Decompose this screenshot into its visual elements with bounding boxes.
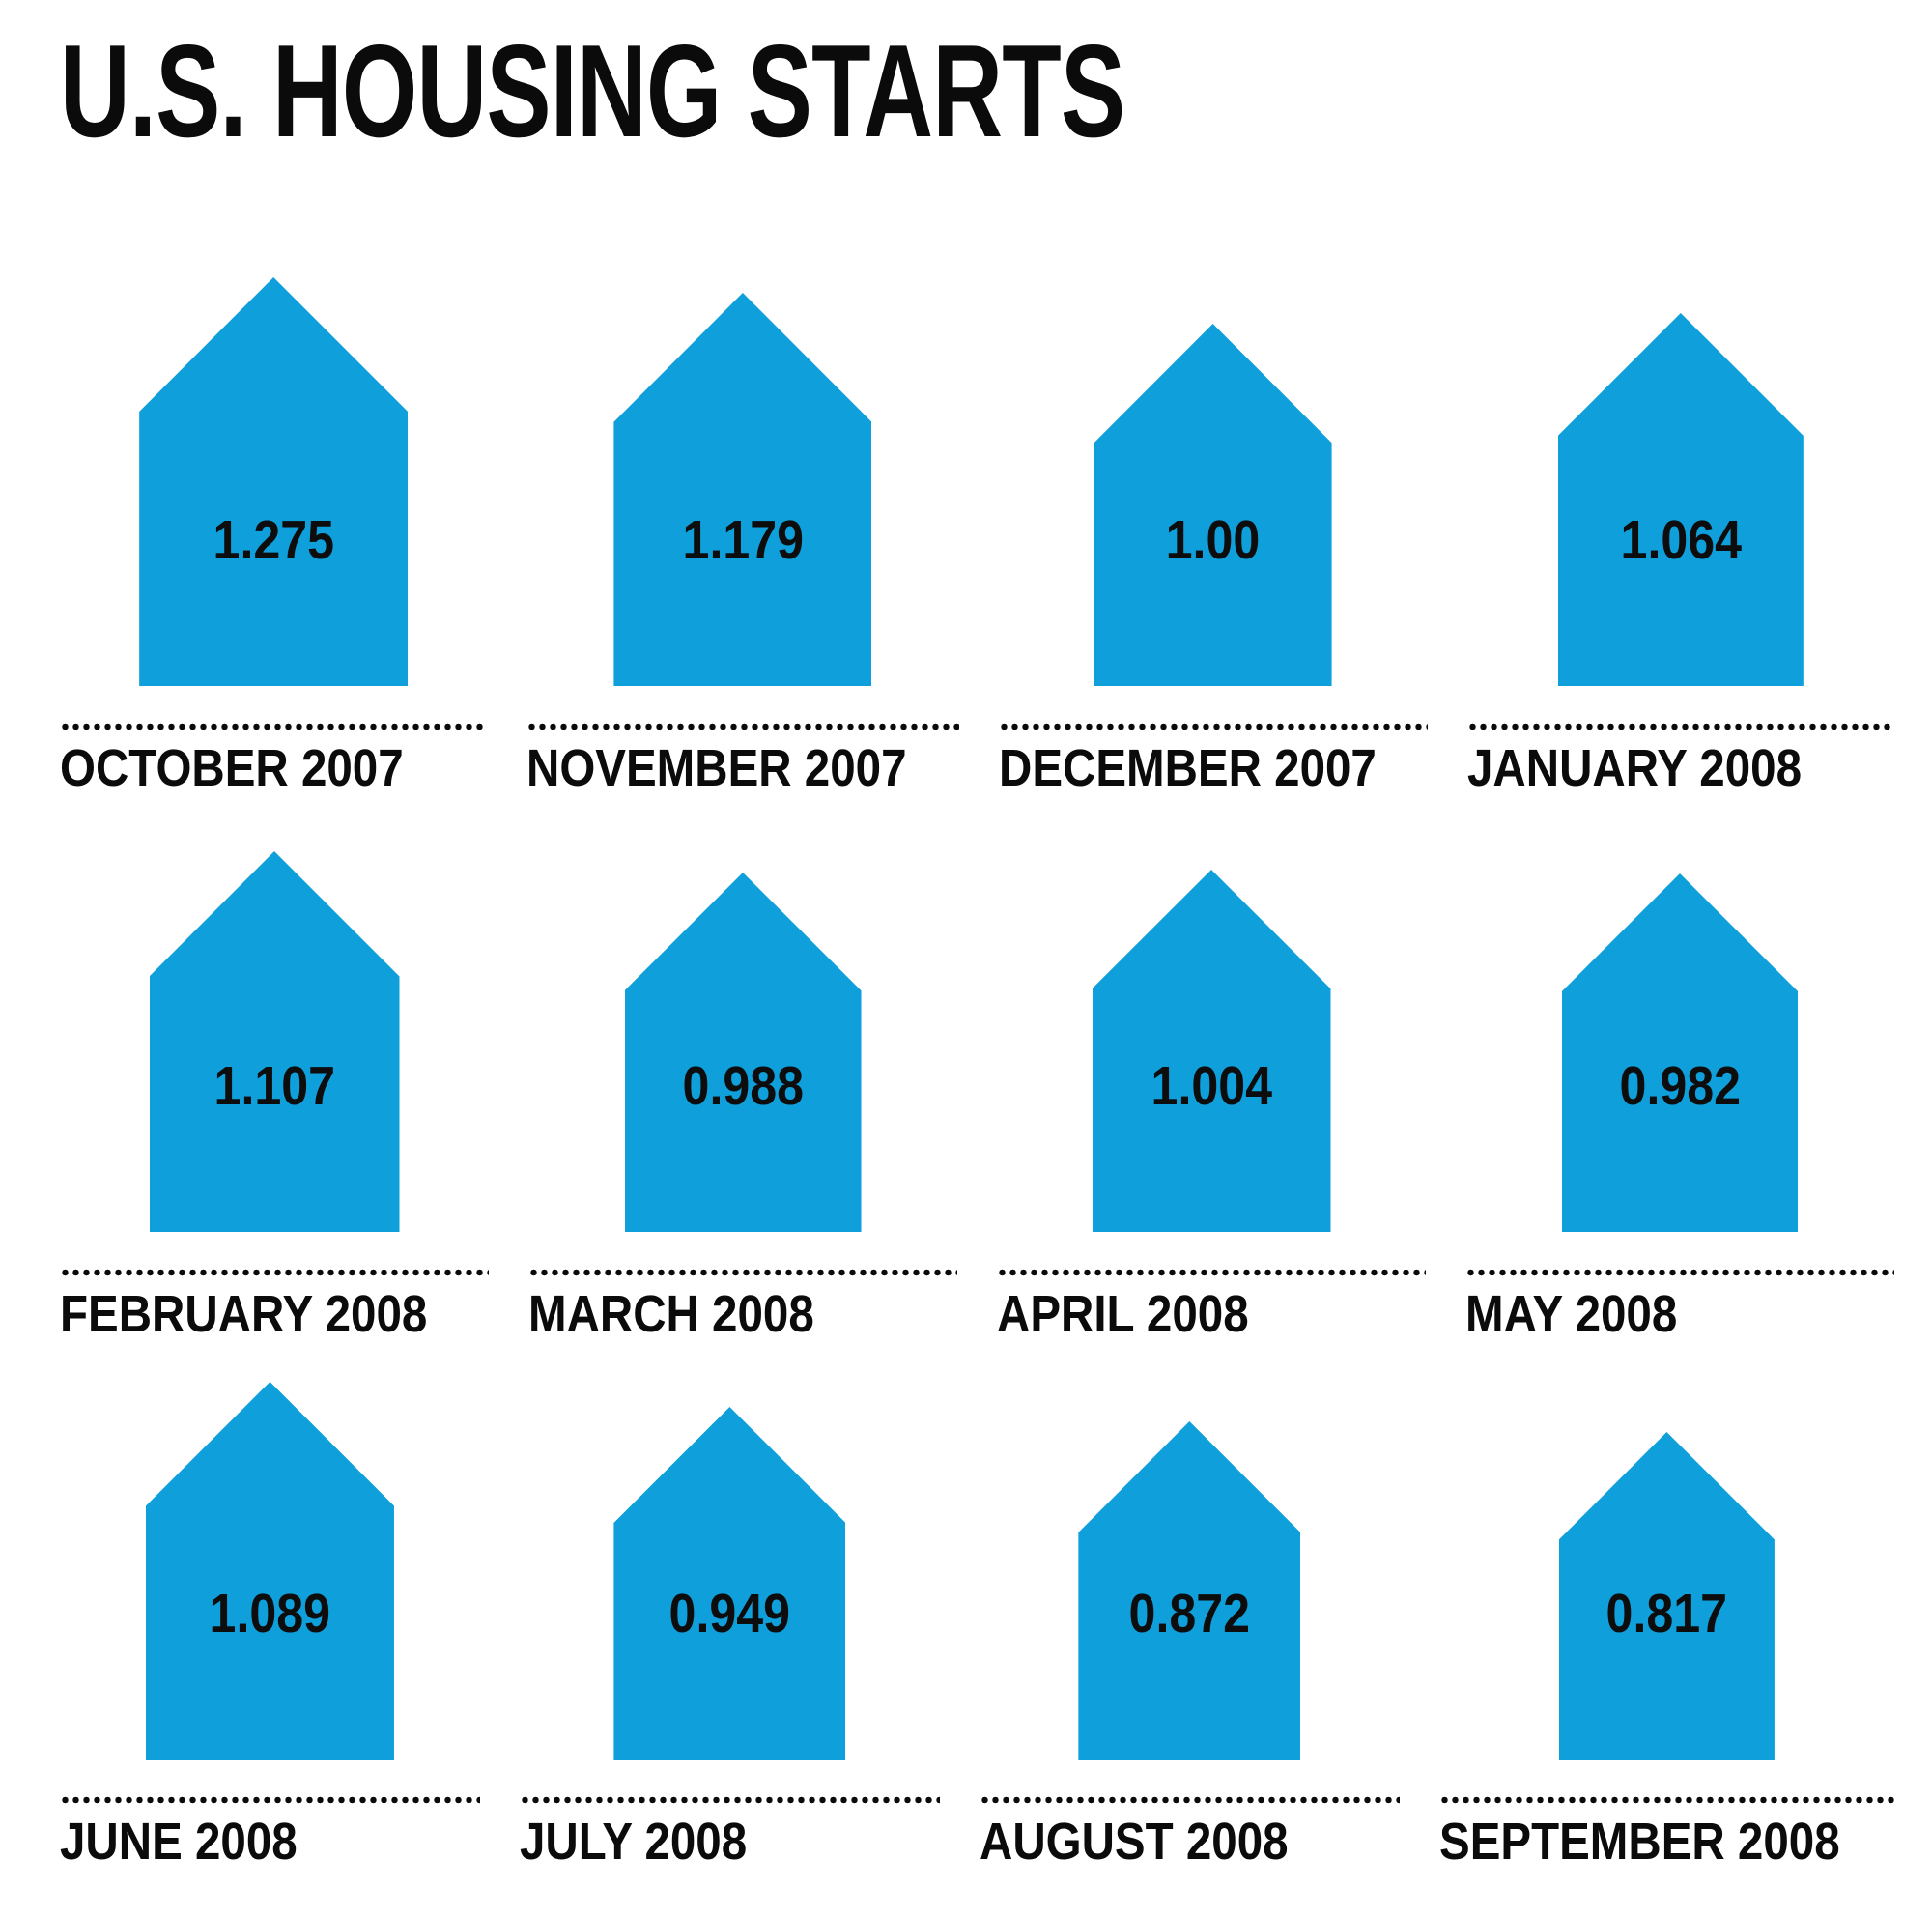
month-label-text: OCTOBER 2007 [60, 739, 404, 797]
month-label: MAY 2008 [1465, 1285, 1894, 1343]
chart-row-3: 1.089 JUNE 2008 0.949 JULY 2008 0.872 AUGUST … [60, 1074, 1894, 1870]
house-area: 1.107 [60, 546, 489, 1232]
month-label-text: JUNE 2008 [60, 1813, 298, 1871]
month-label: MARCH 2008 [528, 1285, 957, 1343]
value-label: 1.089 [146, 1587, 394, 1642]
month-label-text: APRIL 2008 [997, 1285, 1249, 1343]
house-area: 1.004 [997, 546, 1426, 1232]
chart-row-2: 1.107 FEBRUARY 2008 0.988 MARCH 2008 1.004 AP… [60, 546, 1894, 1342]
dotted-divider [1465, 1269, 1894, 1276]
month-label-text: SEPTEMBER 2008 [1438, 1813, 1840, 1871]
dotted-divider [528, 1269, 957, 1276]
month-label: DECEMBER 2007 [998, 739, 1428, 797]
house-icon: 0.949 [613, 1407, 846, 1760]
dotted-divider [998, 723, 1428, 730]
month-label-text: DECEMBER 2007 [998, 739, 1377, 797]
house-area: 1.179 [526, 0, 958, 686]
value-label: 0.988 [625, 1059, 862, 1114]
page-title: U.S. HOUSING STARTS [60, 25, 1499, 157]
house-area: 1.064 [1467, 0, 1894, 686]
month-cell: 1.089 JUNE 2008 [60, 1074, 480, 1870]
house-area: 0.982 [1465, 546, 1894, 1232]
month-cell: 1.107 FEBRUARY 2008 [60, 546, 489, 1342]
house-area: 0.949 [520, 1074, 940, 1760]
page-title-text: U.S. HOUSING STARTS [60, 17, 1125, 164]
month-cell: 0.817 SEPTEMBER 2008 [1438, 1074, 1894, 1871]
month-label-text: MARCH 2008 [528, 1285, 814, 1343]
value-label-text: 1.064 [1620, 509, 1742, 571]
value-label: 0.949 [613, 1587, 845, 1642]
month-label-text: MAY 2008 [1465, 1285, 1678, 1343]
dotted-divider [60, 1269, 489, 1276]
value-label-text: 1.275 [213, 509, 334, 571]
value-label: 0.872 [1078, 1587, 1300, 1642]
month-cell: 1.179 NOVEMBER 2007 [526, 0, 959, 797]
value-label: 0.817 [1559, 1587, 1775, 1642]
month-cell: 0.982 MAY 2008 [1465, 546, 1894, 1342]
month-label: JULY 2008 [519, 1813, 940, 1871]
dotted-divider [519, 1796, 940, 1804]
house-icon: 0.817 [1558, 1432, 1775, 1760]
house-icon: 1.089 [145, 1382, 394, 1760]
value-label-text: 1.179 [682, 509, 804, 571]
month-label-text: AUGUST 2008 [979, 1813, 1289, 1871]
month-label-text: FEBRUARY 2008 [60, 1285, 428, 1343]
house-area: 1.00 [999, 0, 1428, 686]
dotted-divider [1466, 723, 1894, 730]
dotted-divider [1438, 1796, 1894, 1804]
month-cell: 1.00 DECEMBER 2007 [998, 0, 1428, 797]
dotted-divider [997, 1269, 1426, 1276]
month-label: APRIL 2008 [997, 1285, 1426, 1343]
dotted-divider [60, 723, 488, 730]
value-label: 0.982 [1562, 1059, 1798, 1114]
value-label: 1.275 [139, 513, 408, 568]
value-label-text: 0.982 [1619, 1055, 1741, 1117]
dotted-divider [979, 1796, 1400, 1804]
value-label: 1.179 [613, 513, 871, 568]
month-label-text: NOVEMBER 2007 [526, 739, 907, 797]
month-cell: 0.949 JULY 2008 [519, 1074, 940, 1871]
month-label: NOVEMBER 2007 [526, 739, 958, 797]
house-area: 1.089 [60, 1074, 480, 1760]
value-label-text: 0.817 [1605, 1583, 1728, 1645]
value-label: 1.107 [150, 1059, 400, 1114]
month-cell: 0.988 MARCH 2008 [528, 546, 957, 1342]
month-cell: 1.004 APRIL 2008 [997, 546, 1426, 1342]
house-area: 0.872 [980, 1074, 1400, 1760]
chart-row-1: 1.275 OCTOBER 2007 1.179 NOVEMBER 2007 1.00 D… [60, 0, 1894, 796]
house-area: 0.817 [1439, 1074, 1894, 1760]
house-area: 1.275 [60, 0, 487, 686]
value-label: 1.064 [1558, 513, 1804, 568]
value-label-text: 1.089 [209, 1583, 331, 1645]
value-label-text: 1.00 [1165, 509, 1261, 571]
value-label-text: 1.004 [1151, 1055, 1272, 1117]
month-label-text: JANUARY 2008 [1466, 739, 1802, 797]
month-label-text: JULY 2008 [519, 1813, 748, 1871]
value-label-text: 0.872 [1128, 1583, 1251, 1645]
value-label-text: 1.107 [213, 1055, 335, 1117]
month-cell: 0.872 AUGUST 2008 [979, 1074, 1400, 1871]
month-label: AUGUST 2008 [979, 1813, 1400, 1871]
month-label: SEPTEMBER 2008 [1438, 1813, 1894, 1871]
month-cell: 1.275 OCTOBER 2007 [60, 0, 488, 797]
month-label: JANUARY 2008 [1466, 739, 1894, 797]
dotted-divider [60, 1796, 480, 1804]
house-icon: 0.872 [1078, 1421, 1301, 1760]
month-label: JUNE 2008 [60, 1813, 480, 1871]
value-label-text: 0.988 [682, 1055, 804, 1117]
month-label: OCTOBER 2007 [60, 739, 487, 797]
month-cell: 1.064 JANUARY 2008 [1466, 0, 1894, 797]
house-area: 0.988 [528, 546, 957, 1232]
value-label: 1.004 [1093, 1059, 1331, 1114]
dotted-divider [526, 723, 959, 730]
month-label: FEBRUARY 2008 [60, 1285, 489, 1343]
value-label: 1.00 [1094, 513, 1332, 568]
value-label-text: 0.949 [668, 1583, 791, 1645]
